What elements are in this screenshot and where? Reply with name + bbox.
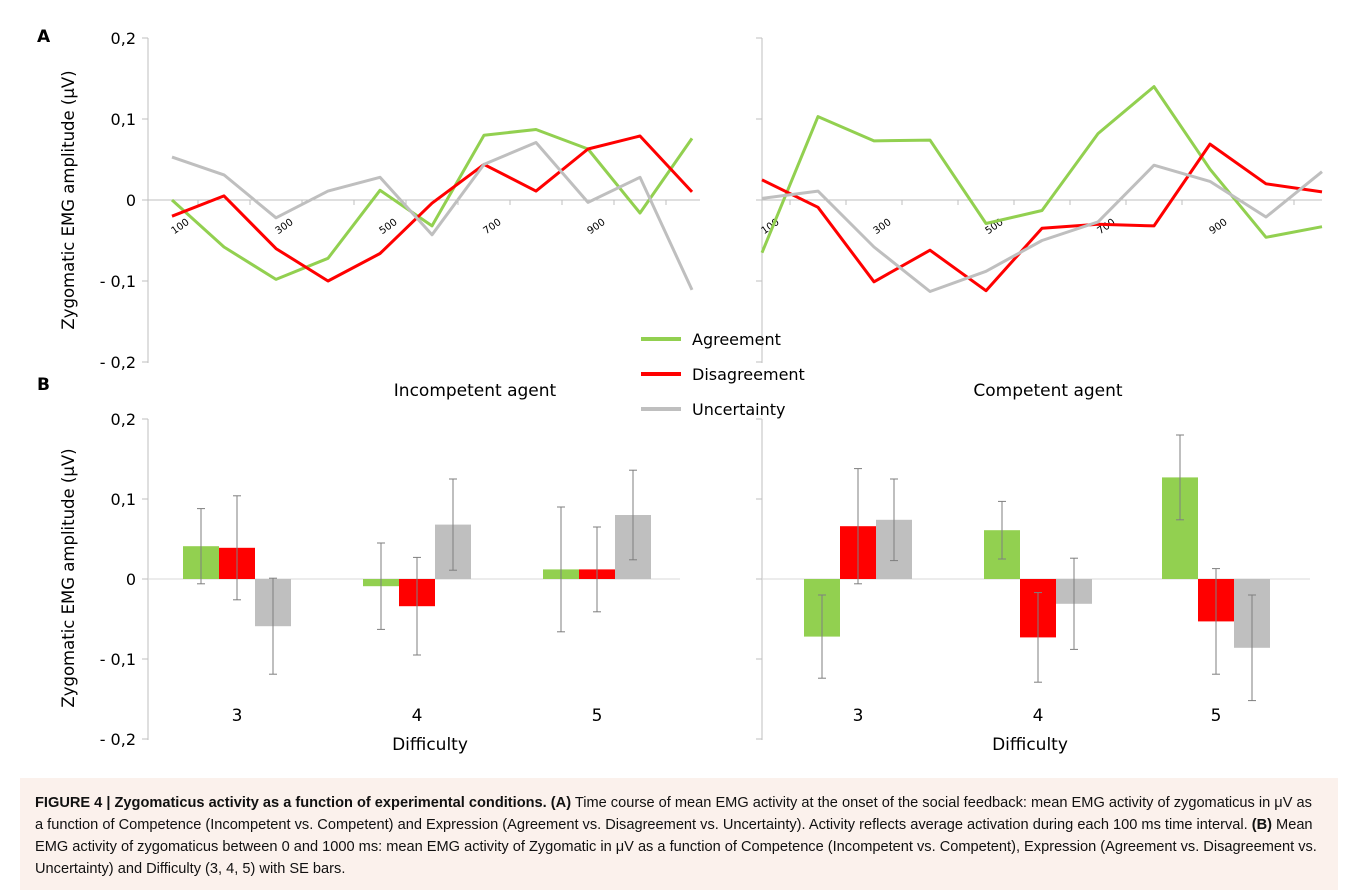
series-line-a-competent-disagreement <box>761 142 1323 293</box>
y-tick-label-b: 0 <box>126 570 136 589</box>
y-tick-label-a: - 0,2 <box>100 353 136 372</box>
series-line-a-incompetent-disagreement <box>171 134 694 283</box>
y-tick-label-a: 0,1 <box>111 110 136 129</box>
title-incompetent: Incompetent agent <box>394 381 557 401</box>
caption-a-text: Time course of mean EMG activity at the … <box>35 795 1312 833</box>
y-tick-label-b: - 0,1 <box>100 650 136 669</box>
legend-label-uncertainty: Uncertainty <box>692 400 785 419</box>
title-competent: Competent agent <box>973 381 1122 401</box>
legend: Agreement Disagreement Uncertainty <box>641 330 805 419</box>
series-line-a-incompetent-agreement <box>170 128 694 281</box>
x-tick-label-a: 900 <box>1208 217 1230 237</box>
legend-label-agreement: Agreement <box>692 330 781 349</box>
x-category-label: 4 <box>412 706 423 726</box>
x-tick-label-a: 300 <box>274 217 296 237</box>
x-tick-label-a: 500 <box>378 217 400 237</box>
y-axis-label-a: Zygomatic EMG amplitude (μV) <box>59 70 78 329</box>
x-tick-label-a: 100 <box>170 217 192 237</box>
figure-caption: FIGURE 4 | Zygomaticus activity as a fun… <box>20 778 1338 890</box>
series-line-a-incompetent-uncertainty <box>171 141 694 291</box>
caption-b-text: Mean EMG activity of zygomaticus between… <box>35 817 1317 877</box>
x-axis-label-competent: Difficulty <box>992 735 1068 755</box>
x-tick-label-a: 700 <box>482 217 504 237</box>
y-tick-label-b: - 0,2 <box>100 730 136 749</box>
caption-a-label: (A) <box>550 795 572 811</box>
panel-b: 0,2 0,1 0 - 0,1 - 0,2 3 4 5 Difficulty 3 4 5 Difficu… <box>100 410 1310 755</box>
panel-label-a: A <box>37 27 51 47</box>
x-category-label: 5 <box>592 706 603 726</box>
y-tick-label-a: 0 <box>126 191 136 210</box>
y-tick-label-b: 0,1 <box>111 490 136 509</box>
x-category-label: 5 <box>1211 706 1222 726</box>
x-tick-label-a: 900 <box>586 217 608 237</box>
caption-title: FIGURE 4 | Zygomaticus activity as a fun… <box>35 795 547 811</box>
series-line-a-competent-uncertainty <box>761 163 1323 293</box>
x-category-label: 3 <box>232 706 243 726</box>
panel-label-b: B <box>37 375 50 395</box>
legend-label-disagreement: Disagreement <box>692 365 805 384</box>
x-axis-label-incompetent: Difficulty <box>392 735 468 755</box>
x-category-label: 4 <box>1033 706 1044 726</box>
caption-b-label: (B) <box>1251 817 1272 833</box>
y-tick-label-b: 0,2 <box>111 410 136 429</box>
y-tick-label-a: - 0,1 <box>100 272 136 291</box>
y-tick-label-a: 0,2 <box>111 29 136 48</box>
x-category-label: 3 <box>853 706 864 726</box>
y-axis-label-b: Zygomatic EMG amplitude (μV) <box>59 448 78 707</box>
x-tick-label-a: 300 <box>872 217 894 237</box>
